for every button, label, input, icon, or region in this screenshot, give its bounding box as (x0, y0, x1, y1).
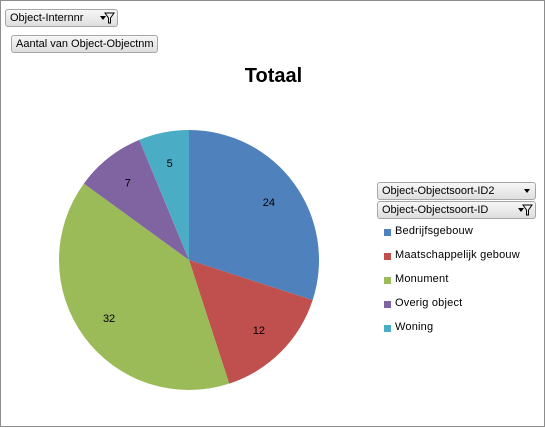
data-label: 24 (263, 197, 275, 209)
data-label: 12 (253, 325, 265, 337)
pie-slice-monument[interactable] (58, 183, 230, 391)
legend-swatch (384, 277, 391, 284)
legend-field-label-2: Object-Objectsoort-ID (382, 204, 489, 216)
legend-field-button-1[interactable]: Object-Objectsoort-ID2 (377, 182, 536, 200)
legend-field-button-2[interactable]: Object-Objectsoort-ID (377, 201, 536, 219)
filter-dropdown-icon (518, 204, 533, 216)
legend-field-label-1: Object-Objectsoort-ID2 (382, 185, 495, 197)
legend-label: Bedrijfsgebouw (395, 225, 474, 237)
data-label: 7 (125, 177, 131, 189)
data-label: 32 (103, 313, 115, 325)
pie-slice-bedrijfsgebouw[interactable] (189, 130, 320, 301)
legend-label: Woning (395, 321, 434, 333)
pie-slice-maatschappelijk-gebouw[interactable] (189, 260, 313, 384)
pie-slice-woning[interactable] (139, 130, 189, 260)
legend-swatch (384, 253, 391, 260)
report-filter-button[interactable]: Object-Internnr (5, 9, 118, 27)
legend-label: Maatschappelijk gebouw (395, 249, 520, 261)
legend-label: Overig object (395, 297, 463, 309)
chevron-down-icon (524, 189, 530, 193)
legend-swatch (384, 301, 391, 308)
values-field-label: Aantal van Object-Objectnm (16, 38, 154, 50)
values-field-button[interactable]: Aantal van Object-Objectnm (11, 35, 158, 53)
legend-label: Monument (395, 273, 449, 285)
filter-dropdown-icon (100, 12, 115, 24)
data-label: 5 (167, 158, 173, 170)
chart-title: Totaal (244, 65, 303, 87)
legend-swatch (384, 325, 391, 332)
pie-slice-overig-object[interactable] (83, 139, 189, 260)
legend-swatch (384, 229, 391, 236)
report-filter-label: Object-Internnr (10, 12, 84, 24)
